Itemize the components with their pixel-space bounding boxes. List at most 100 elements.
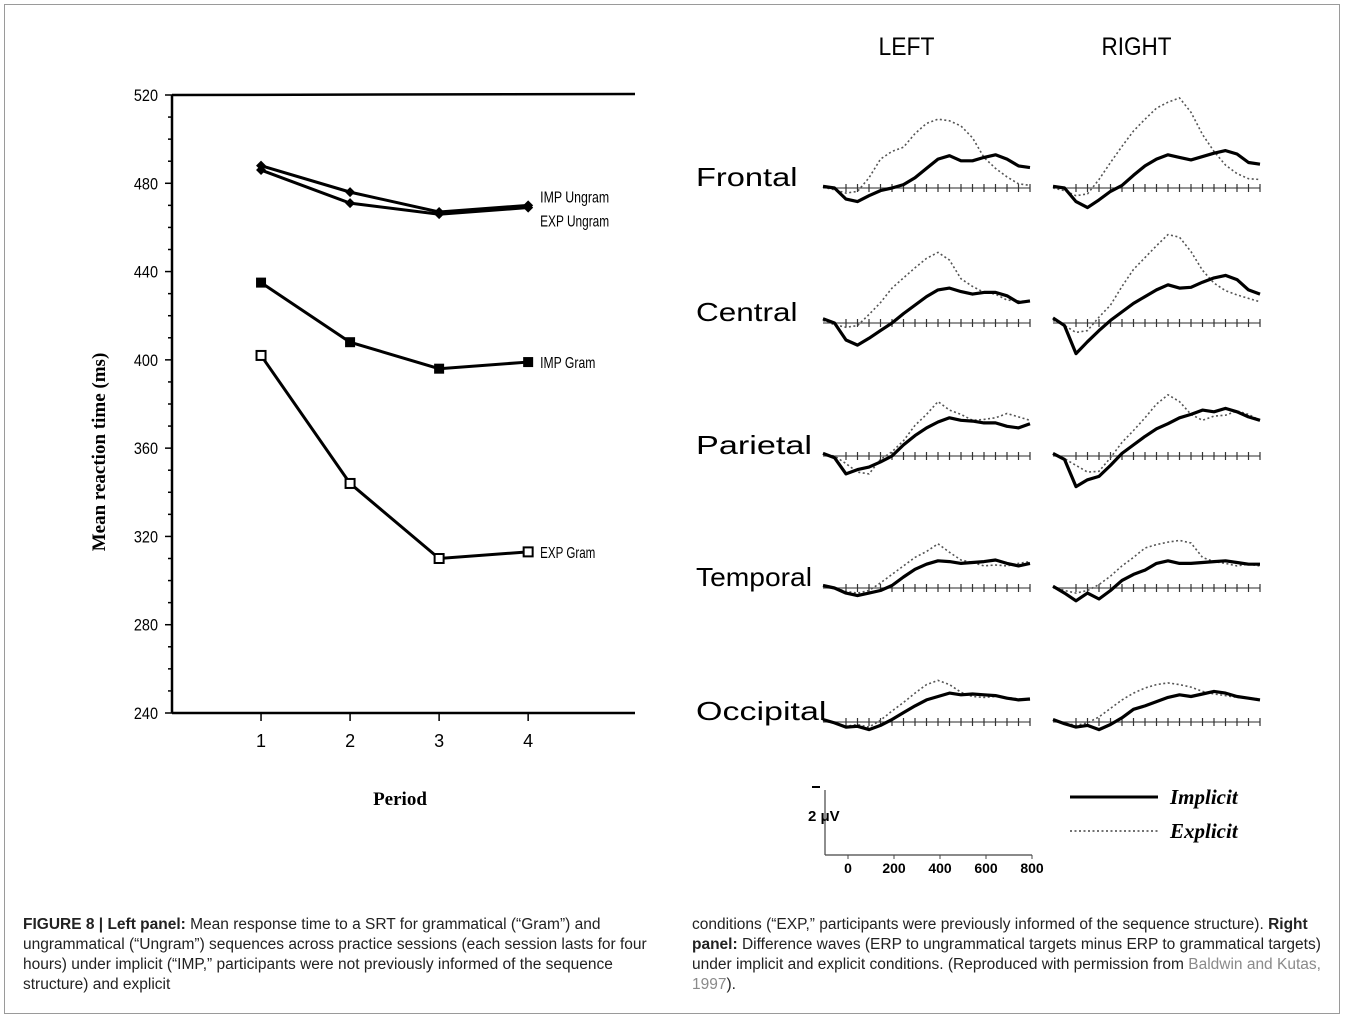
top-border-line <box>171 92 636 97</box>
row-label-temporal: Temporal <box>696 562 812 592</box>
series-label: IMP Gram <box>540 355 595 372</box>
erp-row-occipital: Occipital <box>696 679 1261 732</box>
scale-time-label: 800 <box>1020 860 1044 876</box>
diamond-marker <box>256 165 267 176</box>
erp-row-central: Central <box>696 233 1261 356</box>
filled-square-marker <box>434 363 445 374</box>
diamond-marker <box>523 202 534 213</box>
column-header-left: LEFT <box>879 33 935 61</box>
wave-implicit <box>1052 273 1261 356</box>
x-tick-label: 1 <box>256 731 266 751</box>
wave-implicit <box>822 558 1031 598</box>
open-square-marker <box>255 349 267 361</box>
series-exp-gram: EXP Gram <box>255 349 595 564</box>
erp-legend: Implicit Explicit <box>1070 785 1239 843</box>
row-label-occipital: Occipital <box>696 696 827 726</box>
row-label-central: Central <box>696 297 798 327</box>
erp-panel-temporal-right <box>1052 539 1261 603</box>
row-label-frontal: Frontal <box>696 162 798 192</box>
y-tick-label: 360 <box>134 440 158 458</box>
wave-explicit <box>1052 682 1261 727</box>
scale-time-label: 0 <box>844 860 852 876</box>
wave-implicit <box>1052 689 1261 732</box>
scale-time-label: 200 <box>882 860 906 876</box>
scale-voltage-label: 2 μV <box>808 808 840 825</box>
x-tick-label: 4 <box>523 731 533 751</box>
right-panel-text: Difference waves (ERP to ungrammatical t… <box>692 936 1321 973</box>
series-label: EXP Ungram <box>540 214 609 231</box>
erp-panel-temporal-left <box>822 542 1031 598</box>
series-line-imp-gram <box>260 281 529 371</box>
erp-row-frontal: Frontal <box>696 96 1261 210</box>
x-axis-label: Period <box>373 789 427 810</box>
left-panel-text: Mean response time to a SRT for grammati… <box>23 916 647 993</box>
erp-panel-occipital-left <box>822 679 1031 732</box>
y-tick-label: 480 <box>134 175 158 193</box>
y-tick-label: 320 <box>134 528 158 546</box>
wave-implicit <box>822 416 1031 476</box>
wave-explicit <box>822 542 1031 594</box>
figure-frame <box>4 4 1340 1014</box>
wave-implicit <box>1052 149 1261 210</box>
erp-panel-frontal-right <box>1052 96 1261 210</box>
series-line-imp-ungram <box>260 164 529 214</box>
legend-label-implicit: Implicit <box>1169 785 1239 809</box>
wave-implicit <box>822 286 1031 347</box>
column-header-right: RIGHT <box>1102 33 1172 61</box>
wave-explicit <box>1052 233 1261 334</box>
open-square-marker <box>522 546 534 558</box>
legend-label-explicit: Explicit <box>1169 819 1239 843</box>
open-square-marker <box>433 553 445 564</box>
x-tick-label: 3 <box>434 731 444 751</box>
wave-explicit <box>1052 96 1261 197</box>
erp-column-headers: LEFT RIGHT <box>879 33 1172 61</box>
erp-difference-waves: LEFT RIGHT Frontal Central Parietal Temporal… <box>696 33 1261 876</box>
series-imp-ungram: IMP Ungram <box>256 160 609 217</box>
y-axis-label: Mean reaction time (ms) <box>89 353 110 552</box>
y-tick-label: 440 <box>134 264 158 282</box>
diamond-marker <box>434 209 445 220</box>
row-label-parietal: Parietal <box>696 430 812 460</box>
reaction-time-chart: 520 480 440 400 360 320 280 240 1 2 3 4 IMP Ungram E… <box>89 87 636 810</box>
wave-explicit <box>822 118 1031 194</box>
right-panel-label: Right panel: <box>692 916 1308 953</box>
series-line-exp-gram <box>259 354 529 561</box>
erp-rows: Frontal Central Parietal Temporal Occipital <box>696 96 1261 732</box>
series-label: EXP Gram <box>540 545 595 562</box>
wave-implicit <box>822 153 1031 204</box>
scale-time-label: 600 <box>974 860 998 876</box>
filled-square-marker <box>256 277 267 288</box>
y-tick-label: 520 <box>134 87 158 105</box>
erp-scale-bar: 2 μV 0 200 400 600 800 <box>808 786 1044 876</box>
wave-explicit <box>822 679 1031 728</box>
erp-row-parietal: Parietal <box>696 393 1261 489</box>
reaction-time-axes: 520 480 440 400 360 320 280 240 1 2 3 4 <box>134 87 636 751</box>
erp-panel-occipital-right <box>1052 682 1261 732</box>
wave-implicit <box>1052 406 1261 489</box>
caption-end: ). <box>726 976 736 993</box>
open-square-marker <box>344 477 356 489</box>
erp-panel-central-right <box>1052 233 1261 356</box>
erp-panel-central-left <box>822 251 1031 347</box>
y-tick-label: 280 <box>134 617 158 635</box>
figure-caption-left: FIGURE 8 | Left panel: Mean response tim… <box>23 915 663 995</box>
erp-panel-parietal-right <box>1052 393 1261 489</box>
wave-implicit <box>822 691 1031 732</box>
series-line-exp-ungram <box>260 168 529 216</box>
scale-time-label: 400 <box>928 860 952 876</box>
erp-panel-frontal-left <box>822 118 1031 204</box>
filled-square-marker <box>345 337 356 348</box>
wave-explicit <box>822 400 1031 475</box>
wave-explicit <box>1052 393 1261 473</box>
series-imp-gram: IMP Gram <box>256 277 595 374</box>
diamond-marker <box>345 198 356 209</box>
y-tick-label: 240 <box>134 705 158 723</box>
left-panel-label: Left panel: <box>107 916 186 933</box>
reference-link[interactable]: Baldwin and Kutas, 1997 <box>692 956 1321 993</box>
diamond-marker <box>345 187 356 198</box>
series-exp-ungram: EXP Ungram <box>256 165 609 231</box>
figure-number: FIGURE 8 | <box>23 916 104 933</box>
figure-caption-right: conditions (“EXP,” participants were pre… <box>692 915 1322 995</box>
series-label: IMP Ungram <box>540 189 609 206</box>
wave-implicit <box>1052 559 1260 603</box>
